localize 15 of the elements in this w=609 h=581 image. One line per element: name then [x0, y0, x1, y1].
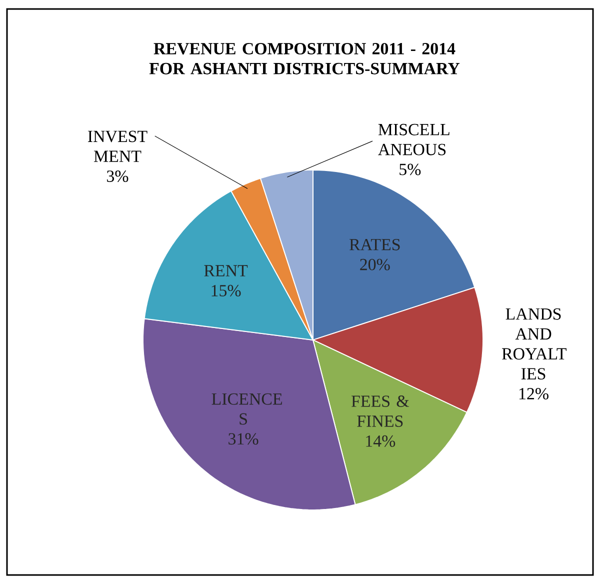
slice-label: LANDS AND ROYALT IES [502, 308, 566, 380]
data-label: 5% [400, 164, 421, 176]
slice-label: LICENCE S [212, 393, 282, 425]
data-label: 14% [366, 435, 396, 447]
data-label: 31% [228, 433, 258, 445]
slice-label: RENT [204, 265, 248, 276]
data-label: 20% [360, 258, 390, 270]
slice-label: FEES & FINES [351, 396, 410, 427]
data-label: 3% [107, 170, 128, 182]
slice-label: RATES [349, 238, 400, 250]
slice-label: MISCELL ANEOUS [378, 124, 450, 156]
data-label: 15% [212, 284, 241, 296]
chart-title: REVENUE COMPOSITION 2011 - 2014 FOR ASHANTI DISTRICTS-SUMMARY [149, 42, 460, 74]
slice-label: INVEST MENT [88, 130, 148, 162]
data-label: 12% [519, 388, 548, 400]
